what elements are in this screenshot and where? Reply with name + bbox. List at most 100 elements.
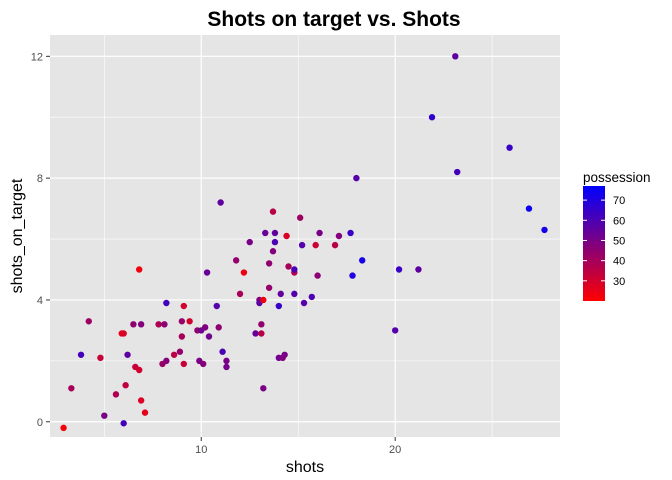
scatter-point [283,232,290,240]
scatter-point [291,266,298,273]
scatter-point [296,214,304,221]
y-tick-label: 12 [31,51,43,63]
legend-tick-label: 40 [613,256,625,268]
legend-ticks: 30 40 50 60 70 [583,195,625,288]
scatter-point [120,420,127,427]
scatter-point [120,330,127,337]
scatter-point [285,263,292,270]
scatter-point [271,238,279,246]
scatter-point [298,241,306,249]
scatter-point [136,366,143,374]
scatter-point [258,321,265,328]
scatter-point [331,241,339,249]
scatter-point [275,302,283,310]
plot-panel [50,35,560,437]
scatter-point [161,321,168,328]
scatter-point [180,360,188,368]
scatter-point [97,354,104,362]
scatter-point [136,266,143,273]
scatter-point [252,330,259,337]
scatter-point [124,351,131,358]
legend-tick-label: 50 [613,235,625,247]
legend-colorbar [583,186,605,301]
scatter-point [281,351,288,358]
scatter-point [260,296,267,304]
scatter-point [155,321,162,328]
scatter-point [312,241,319,249]
scatter-point [215,324,222,331]
scatter-point [265,284,273,291]
scatter-point [68,385,75,392]
scatter-point [178,333,186,340]
scatter-point [314,272,321,279]
scatter-point [141,409,149,416]
scatter-point [349,272,356,279]
scatter-point [353,174,360,182]
legend-tick-label: 60 [613,215,625,227]
scatter-point [454,168,461,176]
color-legend: possession 30 40 50 60 70 [583,170,651,301]
scatter-point [178,318,186,325]
scatter-point [347,229,354,237]
scatter-point [232,257,240,264]
grid-lines [50,35,560,437]
x-tick-label: 20 [389,444,401,456]
scatter-point [308,293,315,301]
scatter-point [525,205,533,212]
scatter-point [163,299,170,307]
scatter-point [122,382,129,389]
scatter-point [269,248,277,255]
scatter-point [452,53,459,60]
scatter-point [240,269,248,276]
scatter-point [217,199,224,206]
legend-tick-label: 70 [613,195,625,207]
scatter-point [101,412,108,419]
scatter-point [258,330,265,337]
scatter-point [271,229,279,237]
scatter-point [395,266,403,273]
legend-title: possession [583,170,651,185]
scatter-point [265,260,273,267]
scatter-point [277,290,284,298]
scatter-point [180,302,188,310]
scatter-point [205,333,213,340]
x-axis-title: shots [286,459,324,476]
y-axis-title: shots_on_target [9,178,26,293]
scatter-point [201,324,209,331]
scatter-point [246,238,253,246]
scatter-point [236,290,244,298]
axes: 10 20 0 4 8 12 [31,51,402,456]
scatter-point [506,144,513,151]
scatter-point [130,321,137,328]
chart-title: Shots on target vs. Shots [207,8,460,31]
legend-tick-label: 30 [613,276,625,288]
scatter-point [137,321,145,328]
scatter-point [112,391,120,398]
scatter-point [300,299,308,307]
scatter-point [163,357,170,365]
data-points [60,53,548,432]
scatter-point [60,424,67,432]
scatter-point [359,257,366,264]
scatter-point [170,351,178,358]
x-tick-label: 10 [195,444,207,456]
scatter-point [203,269,211,276]
scatter-point [415,266,422,273]
scatter-point [316,229,323,237]
scatter-point [219,348,226,355]
scatter-point [199,360,207,368]
scatter-point [213,302,220,310]
scatter-point [291,290,298,298]
scatter-point [541,226,548,234]
scatter-point [85,318,92,325]
scatter-point [176,348,184,355]
scatter-point [262,229,269,237]
scatter-point [260,385,267,392]
scatter-point [137,397,145,404]
y-tick-label: 4 [37,295,43,307]
y-tick-label: 8 [37,173,43,185]
scatter-point [223,363,230,371]
scatter-point [223,357,230,365]
